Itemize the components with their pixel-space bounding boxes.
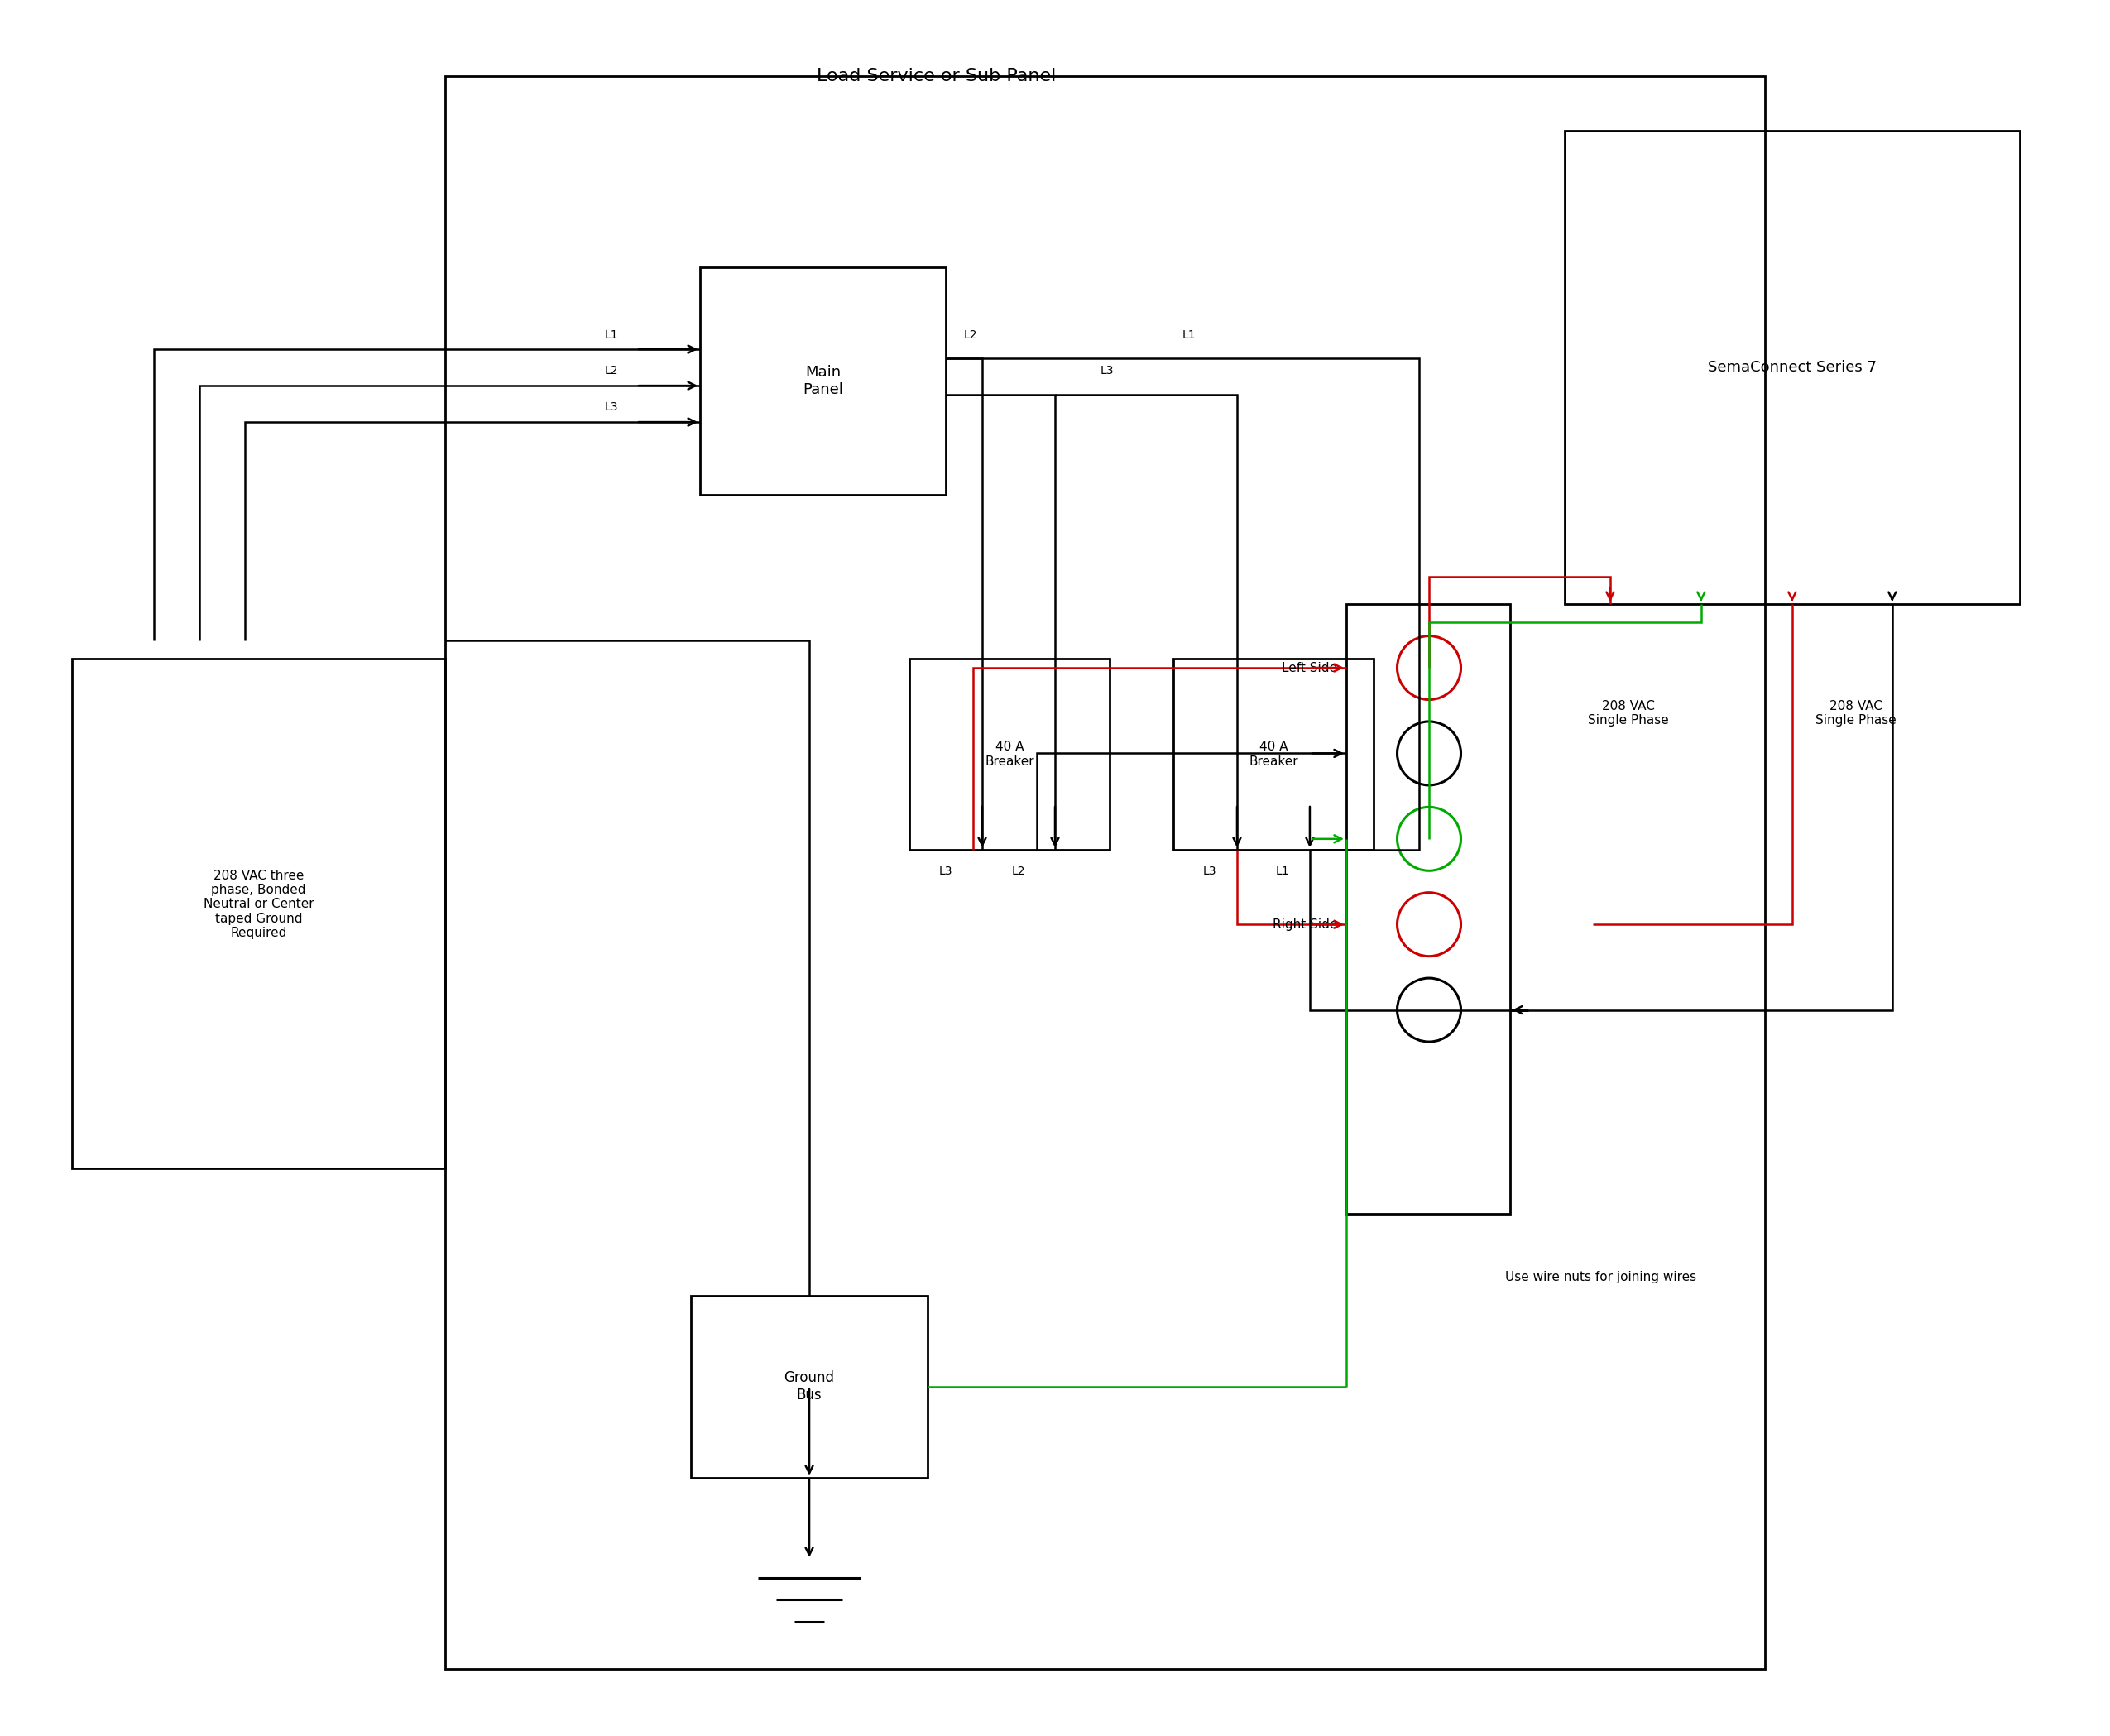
Text: 208 VAC
Single Phase: 208 VAC Single Phase <box>1589 700 1669 727</box>
Text: Right Side: Right Side <box>1272 918 1338 930</box>
Text: L3: L3 <box>1203 866 1217 877</box>
Text: L3: L3 <box>606 401 618 413</box>
Text: L2: L2 <box>606 365 618 377</box>
Text: Left Side: Left Side <box>1281 661 1338 674</box>
Bar <box>701 267 945 495</box>
Text: L2: L2 <box>1013 866 1025 877</box>
Bar <box>72 658 445 1168</box>
Text: Main
Panel: Main Panel <box>802 365 844 398</box>
Text: L3: L3 <box>1101 365 1114 377</box>
Text: Use wire nuts for joining wires: Use wire nuts for joining wires <box>1504 1271 1696 1283</box>
Text: L1: L1 <box>1277 866 1289 877</box>
Bar <box>1346 604 1511 1213</box>
Text: L1: L1 <box>1182 328 1196 340</box>
Text: L3: L3 <box>939 866 952 877</box>
Text: 40 A
Breaker: 40 A Breaker <box>985 741 1034 767</box>
Text: Load Service or Sub Panel: Load Service or Sub Panel <box>817 68 1057 85</box>
Bar <box>445 76 1764 1668</box>
Text: SemaConnect Series 7: SemaConnect Series 7 <box>1707 359 1876 375</box>
Text: Ground
Bus: Ground Bus <box>785 1371 836 1403</box>
Text: 208 VAC three
phase, Bonded
Neutral or Center
taped Ground
Required: 208 VAC three phase, Bonded Neutral or C… <box>203 870 314 939</box>
Text: 208 VAC
Single Phase: 208 VAC Single Phase <box>1815 700 1897 727</box>
Text: L1: L1 <box>603 328 618 340</box>
Text: L2: L2 <box>964 328 977 340</box>
Bar <box>690 1295 928 1477</box>
Bar <box>909 658 1110 851</box>
Text: 40 A
Breaker: 40 A Breaker <box>1249 741 1298 767</box>
Bar <box>1173 658 1374 851</box>
Bar <box>1566 130 2019 604</box>
